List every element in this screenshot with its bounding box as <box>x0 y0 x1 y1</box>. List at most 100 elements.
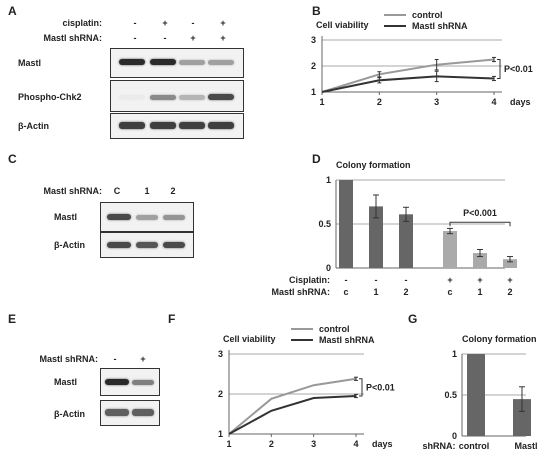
bar <box>443 231 457 268</box>
bar <box>339 180 353 268</box>
x-axis-label: shRNA: <box>423 441 456 451</box>
mastl-blot-strip <box>100 368 160 396</box>
category-label: Mastl <box>514 441 537 451</box>
blot-band <box>179 60 205 65</box>
mastl-blot-strip <box>100 202 194 232</box>
blot-band <box>105 379 129 385</box>
blot-band <box>179 122 205 129</box>
blot-band <box>150 122 176 129</box>
legend-entry: Mastl shRNA <box>319 335 375 345</box>
blot-band <box>208 60 234 65</box>
panel-label-f: F <box>168 312 176 326</box>
blot-band <box>208 122 234 129</box>
y-tick-label: 1 <box>311 87 316 97</box>
panel-label-c: C <box>8 152 17 166</box>
x-tick-label: 1 <box>226 439 231 449</box>
blot-label-mastl: Mastl <box>54 212 78 222</box>
significance-bracket <box>359 378 363 397</box>
chart-title: Cell viability <box>316 20 369 30</box>
beta-actin-blot-strip <box>100 400 160 426</box>
y-tick-label: 0 <box>452 431 457 441</box>
panel-label-d: D <box>312 152 321 166</box>
beta-actin-blot-strip <box>100 232 194 258</box>
shrna-lane-label: 1 <box>373 287 378 297</box>
x-tick-label: 3 <box>434 97 439 107</box>
blot-label-mastl: Mastl <box>18 58 42 68</box>
shrna-lane-label: 2 <box>403 287 408 297</box>
x-axis-label: days <box>372 439 393 449</box>
mastl-blot-strip <box>110 48 244 78</box>
chart-title: Cell viability <box>223 334 276 344</box>
blot-band <box>208 94 234 100</box>
blot-band <box>107 242 131 248</box>
y-tick-label: 2 <box>218 389 223 399</box>
chart-title: Colony formation <box>462 334 537 344</box>
panel-label-b: B <box>312 4 321 18</box>
bar <box>399 214 413 268</box>
y-tick-label: 0 <box>326 263 331 273</box>
blot-band <box>119 122 145 129</box>
x-tick-label: 2 <box>377 97 382 107</box>
blot-label-mastl: Mastl <box>54 377 78 387</box>
blot-label-beta-actin: β-Actin <box>18 121 49 131</box>
cisplatin-sign: - <box>375 275 378 285</box>
y-tick-label: 3 <box>311 35 316 45</box>
x-tick-label: 2 <box>269 439 274 449</box>
x-tick-label: 3 <box>311 439 316 449</box>
y-tick-label: 3 <box>218 349 223 359</box>
cisplatin-sign: - <box>345 275 348 285</box>
cisplatin-sign: + <box>447 275 452 285</box>
y-tick-label: 1 <box>452 349 457 359</box>
blot-band <box>119 59 145 65</box>
lane-label: 2 <box>170 186 176 196</box>
legend-entry: control <box>412 10 443 20</box>
blot-band <box>107 214 131 220</box>
series-line <box>228 377 357 435</box>
y-tick-label: 2 <box>311 61 316 71</box>
panel-label-a: A <box>8 4 17 18</box>
mastl-shrna-row-label: Mastl shRNA: <box>43 186 102 196</box>
y-tick-label: 0.5 <box>444 390 457 400</box>
cisplatin-sign: + <box>507 275 512 285</box>
x-tick-label: 4 <box>491 97 496 107</box>
mastl-shrna-row-label: Mastl shRNA: <box>39 354 98 364</box>
blot-label-beta-actin: β-Actin <box>54 240 85 250</box>
cisplatin-sign: - <box>405 275 408 285</box>
significance-label: P<0.01 <box>366 382 395 392</box>
legend-entry: Mastl shRNA <box>412 21 468 31</box>
shrna-sign: + <box>190 33 196 43</box>
bar <box>369 206 383 268</box>
bar <box>513 399 531 436</box>
series-line <box>321 75 495 93</box>
lane-label: + <box>140 354 146 364</box>
series-line <box>228 395 357 435</box>
blot-band <box>105 409 129 416</box>
bar <box>473 253 487 268</box>
shrna-sign: - <box>133 33 137 43</box>
series-line <box>321 58 495 93</box>
significance-label: P<0.01 <box>504 64 533 74</box>
y-tick-label: 1 <box>218 429 223 439</box>
blot-band <box>136 215 158 220</box>
lane-label: 1 <box>144 186 150 196</box>
blot-band <box>119 95 145 100</box>
cisplatin-sign: + <box>477 275 482 285</box>
blot-band <box>136 242 158 248</box>
blot-band <box>132 380 154 385</box>
blot-band <box>150 95 176 100</box>
legend-entry: control <box>319 324 350 334</box>
blot-band <box>163 215 185 220</box>
lane-label: - <box>113 354 117 364</box>
cisplatin-row-label: cisplatin: <box>62 18 102 28</box>
x-axis-label: days <box>510 97 531 107</box>
shrna-sign: - <box>163 33 167 43</box>
cisplatin-row-label: Cisplatin: <box>289 275 330 285</box>
blot-band <box>132 409 154 416</box>
chart-title: Colony formation <box>336 160 411 170</box>
x-tick-label: 1 <box>319 97 324 107</box>
blot-band <box>179 95 205 100</box>
